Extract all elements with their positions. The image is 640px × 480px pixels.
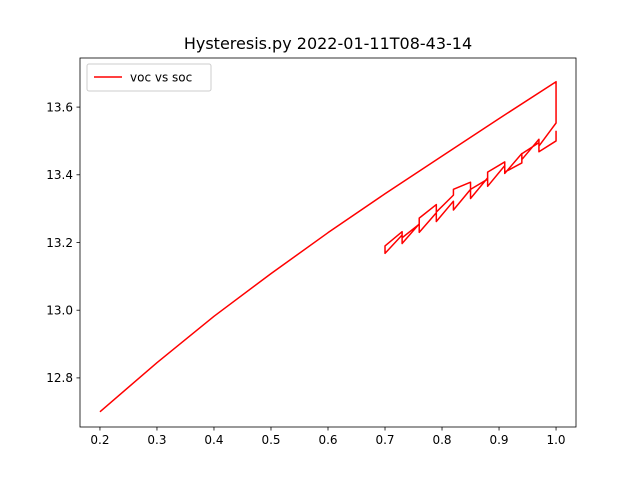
y-tick-label: 13.2 xyxy=(46,236,73,250)
x-tick-label: 0.9 xyxy=(489,433,508,447)
x-tick-label: 0.2 xyxy=(90,433,109,447)
y-tick-label: 13.6 xyxy=(46,100,73,114)
axes: 0.2 0.3 0.4 0.5 0.6 0.7 0.8 0.9 1.0 12.8 13.0 13.2 1… xyxy=(46,57,577,447)
x-tick-label: 0.4 xyxy=(204,433,223,447)
x-tick-label: 0.6 xyxy=(318,433,337,447)
y-tick-label: 13.0 xyxy=(46,304,73,318)
x-tick-label: 0.8 xyxy=(432,433,451,447)
x-tick-label: 0.3 xyxy=(147,433,166,447)
y-tick-label: 12.8 xyxy=(46,371,73,385)
chart-title: Hysteresis.py 2022-01-11T08-43-14 xyxy=(184,34,472,53)
plot-area xyxy=(99,80,557,413)
legend: voc vs soc xyxy=(86,63,212,92)
x-tick-label: 0.5 xyxy=(261,433,280,447)
legend-box xyxy=(86,63,212,92)
series-line-0 xyxy=(99,80,557,413)
y-tick-label: 13.4 xyxy=(46,168,73,182)
x-tick-label: 0.7 xyxy=(375,433,394,447)
x-tick-label: 1.0 xyxy=(546,433,565,447)
legend-label: voc vs soc xyxy=(130,71,192,85)
